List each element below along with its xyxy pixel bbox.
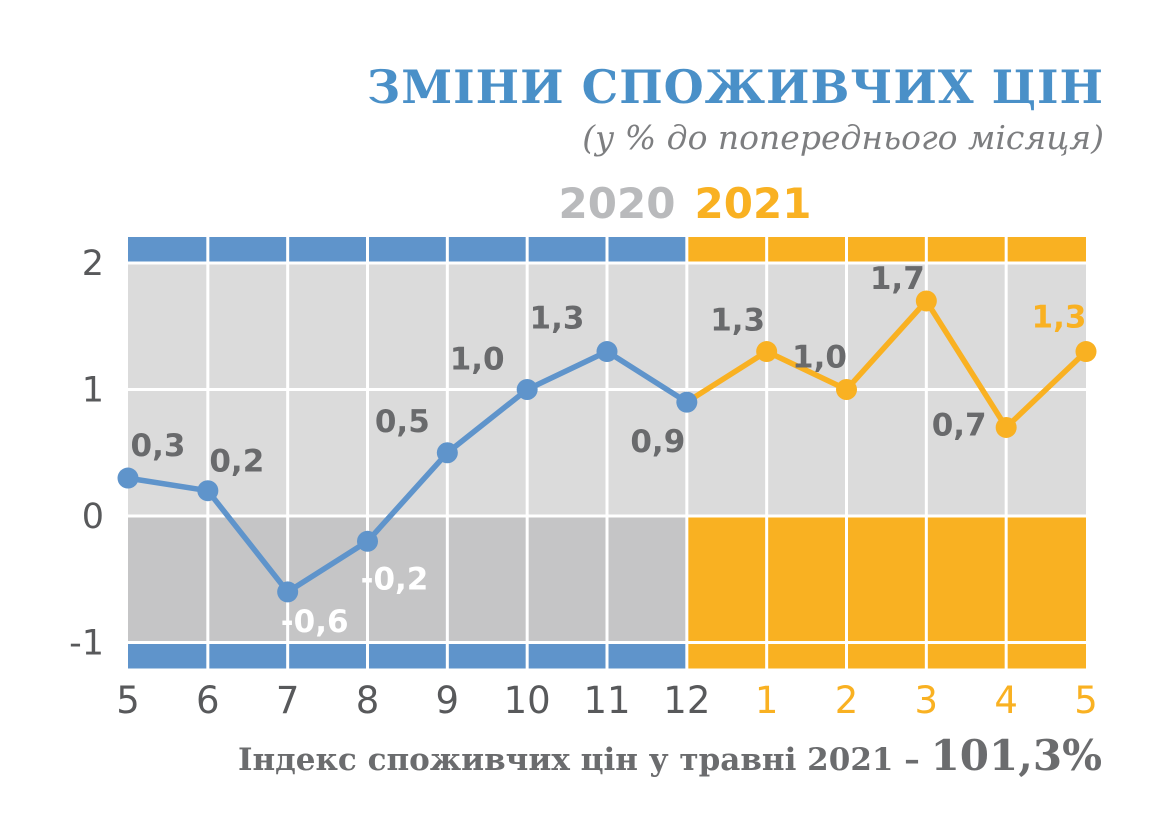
x-tick-label: 11 [583,679,630,722]
x-tick-label: 5 [1074,679,1098,722]
point-label: 1,0 [792,340,847,376]
caption-value: 101,3% [930,731,1102,780]
point-label: 1,3 [530,301,585,337]
point-label: -0,2 [361,561,429,597]
point-label: 0,7 [932,407,987,443]
x-tick-label: 8 [356,679,380,722]
point-label: 0,3 [131,428,186,464]
plot-bg-below-zero-2021 [686,516,1086,643]
data-point-2021-2 [836,379,857,400]
data-point-2021-1 [756,341,778,363]
data-point-2020-6 [197,480,219,502]
x-tick-label: 5 [116,679,140,722]
x-tick-label: 4 [994,679,1018,722]
data-point-2020-11 [596,341,618,363]
page-subtitle: (у % до попереднього місяця) [582,118,1104,157]
data-point-2020-12 [676,391,698,413]
band-top-2020 [128,237,687,263]
plot-bg-below-zero-2020 [128,516,687,643]
x-tick-label: 9 [436,679,460,722]
line-2021 [684,298,1089,431]
point-label: 1,3 [1032,300,1087,336]
x-tick-label: 3 [915,679,939,722]
line-2020 [125,348,690,595]
data-point-2020-10 [516,379,538,400]
x-tick-label: 10 [504,679,551,722]
data-point-2021-3 [915,290,937,312]
x-tick-label: 12 [663,679,710,722]
data-point-2021-5 [1075,341,1097,363]
point-label: 1,0 [450,342,505,378]
point-label: 1,7 [870,261,925,297]
point-label: 0,5 [375,404,430,440]
page-title: ЗМІНИ СПОЖИВЧИХ ЦІН [367,60,1104,114]
data-point-2020-8 [357,530,378,552]
point-label: 0,2 [209,444,264,480]
year-label-2020: 2020 [558,179,676,228]
x-tick-label: 6 [196,679,220,722]
y-tick-label: 0 [82,497,104,537]
data-point-2020-7 [277,581,299,603]
data-point-2020-9 [436,442,458,464]
x-tick-label: 2 [835,679,859,722]
point-label: -0,6 [281,604,349,640]
x-tick-label: 7 [276,679,300,722]
y-tick-label: -1 [69,624,104,664]
band-bottom-2020 [128,642,687,669]
y-tick-label: 2 [82,244,104,284]
point-label: 1,3 [710,303,765,339]
band-top-2021 [686,237,1086,263]
caption-text: Індекс споживчих цін у травні 2021 – [237,742,931,778]
year-label-2021: 2021 [694,179,812,228]
data-point-2020-5 [117,467,139,489]
y-tick-label: 1 [82,371,104,411]
caption: Індекс споживчих цін у травні 2021 – 101… [238,731,1102,780]
x-tick-label: 1 [755,679,779,722]
point-label: 0,9 [630,424,685,460]
data-point-2021-4 [995,416,1017,438]
band-bottom-2021 [686,642,1086,669]
